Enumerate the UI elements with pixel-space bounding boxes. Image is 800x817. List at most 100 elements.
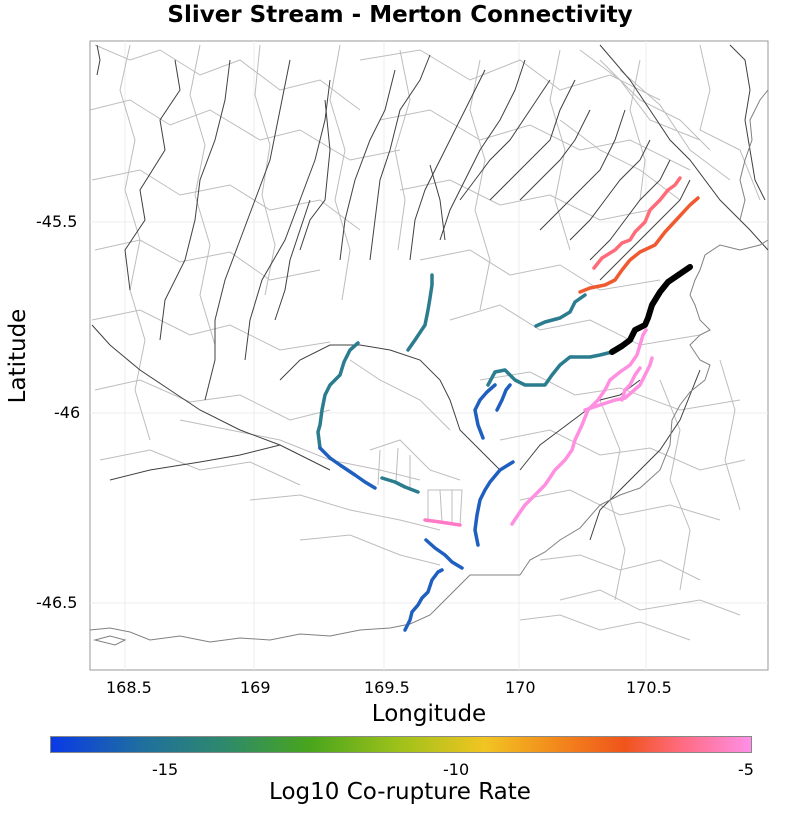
map-title: Sliver Stream - Merton Connectivity [167, 2, 633, 28]
fault-network-segment [439, 489, 453, 523]
plot-panel [89, 40, 769, 671]
dark-fault [459, 79, 551, 201]
fault-network-segment [719, 359, 741, 511]
fault-network-segment [479, 371, 741, 411]
fault-network-segment [559, 589, 741, 616]
rupture-teal [406, 273, 434, 352]
fault-network-segment [89, 99, 401, 161]
dark-fault [489, 79, 576, 201]
fault-network-segment [349, 359, 451, 431]
x-tick-label: 168.5 [106, 678, 152, 697]
fault-network-segment [579, 49, 701, 141]
fault-network-segment [189, 44, 216, 346]
x-axis-title: Longitude [371, 701, 487, 727]
coastline-north [739, 89, 769, 221]
fault-network-segment [499, 429, 746, 471]
fault-network-segment [94, 379, 331, 421]
coastline-south [89, 574, 520, 643]
rupture-blue [424, 538, 464, 570]
rupture-blue [318, 446, 377, 490]
fault-network-segment [379, 109, 691, 171]
dark-fault [599, 44, 769, 251]
fault-network-segment [94, 44, 361, 111]
dark-fault [204, 59, 291, 401]
coastline-bay [93, 635, 127, 646]
ruptures [316, 176, 700, 632]
fault-network-segment [94, 239, 321, 281]
dark-fault [429, 164, 446, 241]
coastline [89, 89, 769, 646]
fault-network-segment [359, 49, 661, 101]
x-tick-label: 170 [505, 678, 536, 697]
fault-network-segment [519, 614, 691, 641]
fault-network-segment [599, 59, 711, 151]
fault-network-segment [299, 534, 441, 566]
dark-fault [96, 44, 101, 76]
fault-network-segment [549, 49, 571, 251]
fault-network-segment [394, 49, 411, 251]
colorbar [50, 736, 752, 753]
rupture-pink-light [423, 518, 462, 527]
fault-network-segment [377, 447, 411, 490]
fault-network-segment [539, 554, 701, 581]
rupture-blue [495, 383, 512, 412]
rupture-orange-red [578, 196, 700, 294]
dark-fault [569, 139, 651, 241]
dark-fault [91, 324, 331, 471]
rupture-blue [473, 383, 497, 440]
fault-network-segment [469, 59, 491, 311]
rupture-teal [486, 350, 614, 387]
rupture-blue [473, 460, 515, 547]
y-tick-label: -45.5 [36, 212, 78, 231]
fault-network-segment [329, 44, 351, 301]
y-tick-label: -46.5 [36, 593, 78, 612]
fault-network-segment [179, 419, 421, 481]
y-axis-title: Latitude [5, 308, 31, 404]
colorbar-title: Log10 Co-rupture Rate [269, 779, 531, 805]
rupture-pink [583, 356, 654, 412]
x-tick-label: 170.5 [626, 678, 672, 697]
fault-network-segment [119, 44, 151, 441]
fault-network-segment [449, 304, 701, 346]
x-tick-label: 169.5 [364, 678, 410, 697]
rupture-blue [403, 568, 444, 632]
dark-fault [589, 369, 701, 541]
x-tick-label: 169 [240, 678, 271, 697]
fault-network-segment [659, 379, 691, 591]
colorbar-tick-label: -15 [152, 760, 179, 779]
y-tick-label: -46 [54, 403, 81, 422]
fault-network-segment [559, 119, 681, 201]
rupture-pink [620, 366, 642, 402]
dark-fault [109, 444, 281, 481]
fault-network-segment [619, 69, 731, 181]
rupture-source [609, 264, 693, 355]
fault-network-segment [699, 44, 761, 201]
fault-network [89, 44, 761, 641]
dark-fault [599, 179, 691, 281]
coastline-east [519, 239, 769, 576]
fault-network-segment [419, 249, 661, 291]
fault-network-segment [91, 169, 361, 231]
fault-network-segment [369, 439, 461, 481]
dark-fault [539, 109, 626, 231]
fault-network-segment [249, 494, 441, 531]
fault-network-segment [99, 449, 301, 486]
dark-fault [409, 69, 486, 261]
colorbar-tick-label: -5 [738, 760, 754, 779]
dark-fault [519, 379, 641, 471]
rupture-salmon [592, 176, 682, 270]
rupture-teal [534, 293, 587, 328]
fault-network-segment [519, 489, 721, 521]
dark-fault [439, 59, 526, 241]
rupture-pink [510, 328, 648, 526]
dark-fault [244, 79, 331, 361]
dark-fault [274, 199, 311, 321]
colorbar-tick-label: -10 [443, 760, 470, 779]
fault-network-segment [399, 179, 651, 221]
dark-faults [91, 44, 769, 541]
rupture-teal [380, 476, 420, 494]
dark-fault [124, 59, 181, 291]
dark-fault [519, 109, 591, 201]
fault-network-segment [629, 59, 646, 201]
